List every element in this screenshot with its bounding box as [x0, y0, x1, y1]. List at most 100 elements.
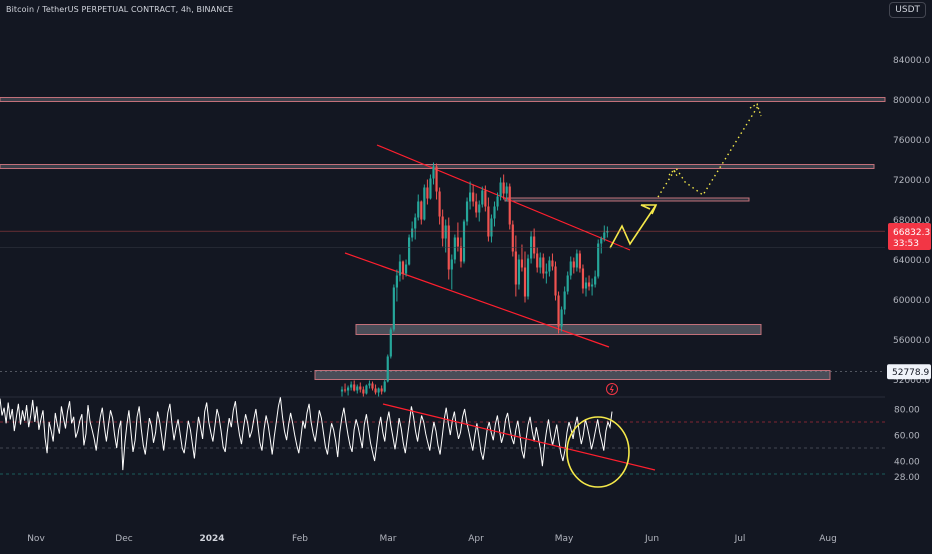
- rsi-axis: 80.00 60.00 40.00 28.00: [894, 406, 920, 484]
- candle-body: [444, 225, 447, 239]
- candle-body: [557, 295, 560, 327]
- projection-dotted-arrow-end: [749, 103, 762, 117]
- candle: [490, 214, 493, 243]
- candle-body: [508, 186, 511, 225]
- candle: [511, 220, 514, 257]
- candle: [359, 382, 362, 393]
- candle-body: [432, 166, 435, 179]
- candle-body: [514, 251, 517, 285]
- candle: [441, 209, 444, 247]
- projection-arrowhead: [640, 204, 658, 215]
- price-tick-label: 80000.0: [893, 96, 930, 106]
- candle-body: [459, 246, 463, 262]
- candle-body: [536, 253, 539, 268]
- marker-price-badge-bg: [887, 364, 931, 380]
- candle: [469, 181, 472, 210]
- time-axis: Nov Dec 2024 Feb Mar Apr May Jun Jul Aug: [27, 534, 837, 544]
- candle-body: [584, 282, 588, 289]
- candle: [557, 291, 560, 334]
- candle-body: [502, 182, 505, 194]
- candle: [587, 275, 591, 291]
- alert-icon[interactable]: [606, 383, 618, 395]
- price-axis: 84000.0 80000.0 76000.0 72000.0 68000.0 64000…: [893, 56, 930, 386]
- candle: [539, 252, 542, 274]
- candle: [563, 286, 566, 315]
- candle-body: [545, 271, 548, 274]
- candle: [575, 249, 578, 272]
- candle: [548, 256, 551, 277]
- candle: [578, 250, 581, 273]
- candle-body: [408, 237, 411, 265]
- candle: [389, 327, 392, 359]
- candle: [499, 177, 502, 201]
- candle-body: [490, 218, 493, 237]
- candle: [496, 192, 499, 211]
- currency-button[interactable]: USDT: [889, 2, 926, 18]
- time-tick-label: May: [555, 534, 574, 544]
- candle: [356, 384, 359, 394]
- price-lines: [0, 230, 885, 398]
- candle-body: [594, 276, 597, 285]
- candle-body: [417, 201, 420, 218]
- candle-body: [380, 388, 383, 392]
- candle: [481, 186, 484, 208]
- time-tick-label: 2024: [199, 534, 224, 544]
- candle-body: [429, 178, 432, 199]
- candle: [478, 200, 481, 222]
- candle: [435, 163, 438, 200]
- rsi-line: [0, 397, 613, 471]
- candle: [520, 244, 524, 272]
- time-tick-label: Aug: [819, 534, 837, 544]
- candle-body: [414, 217, 417, 229]
- candle: [523, 251, 527, 303]
- candle: [343, 383, 347, 393]
- candle: [398, 254, 402, 282]
- candle: [414, 213, 417, 240]
- candle: [347, 385, 350, 396]
- candle: [411, 221, 414, 242]
- candle-body: [517, 259, 520, 285]
- candle-body: [472, 192, 475, 202]
- candle: [353, 380, 356, 392]
- candle: [365, 384, 368, 395]
- candle: [462, 219, 466, 264]
- candle: [459, 237, 463, 268]
- candle-body: [542, 257, 545, 274]
- symbol-header: Bitcoin / TetherUS PERPETUAL CONTRACT, 4…: [6, 5, 234, 14]
- current-price-value: 66832.3: [893, 228, 930, 238]
- candle-body: [496, 196, 499, 207]
- candle: [380, 385, 383, 395]
- projection-path: [609, 103, 762, 249]
- candle-body: [484, 190, 487, 207]
- projection-dotted-arrow-mid: [668, 168, 679, 179]
- candle-body: [343, 389, 347, 391]
- candle-body: [383, 381, 386, 392]
- price-tick-label: 76000.0: [893, 136, 930, 146]
- candle-body: [478, 204, 481, 213]
- candle: [600, 236, 603, 254]
- candle-body: [520, 259, 524, 268]
- candle-body: [481, 190, 484, 205]
- candle-body: [353, 384, 356, 391]
- candle: [447, 217, 450, 280]
- candle-body: [597, 243, 600, 277]
- current-price-badge: 66832.333:53: [888, 223, 931, 250]
- candle-body: [606, 231, 609, 233]
- candle: [517, 254, 520, 290]
- candle: [508, 183, 511, 230]
- price-tick-label: 84000.0: [893, 56, 930, 66]
- candle-body: [526, 258, 530, 297]
- candle-body: [581, 268, 585, 289]
- candle: [603, 225, 606, 242]
- candle: [392, 284, 395, 332]
- candle: [450, 254, 453, 290]
- candle-body: [453, 237, 456, 260]
- candle: [408, 234, 411, 266]
- candle-body: [493, 206, 496, 219]
- time-tick-label: Mar: [380, 534, 397, 544]
- candle-body: [374, 388, 377, 393]
- time-tick-label: Feb: [292, 534, 308, 544]
- price-tick-label: 72000.0: [893, 176, 930, 186]
